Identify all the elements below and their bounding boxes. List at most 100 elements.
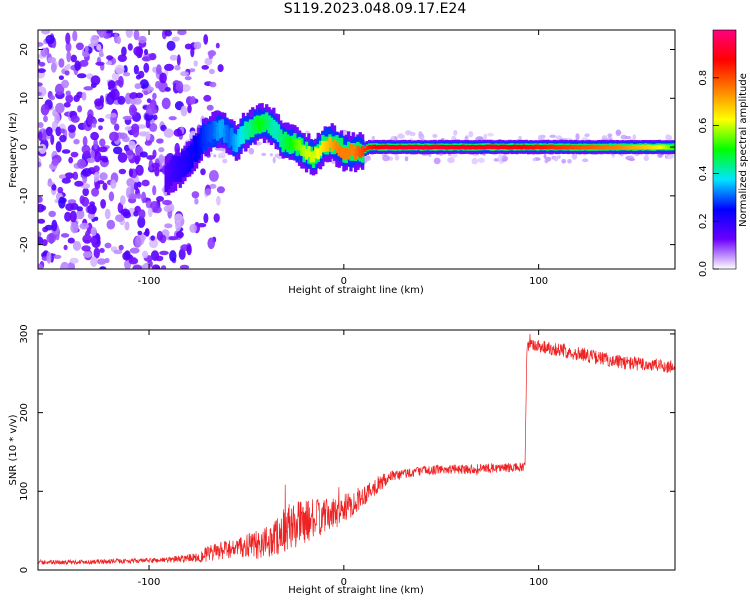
heatmap-cell <box>147 207 153 218</box>
heatmap-cell <box>209 183 217 189</box>
heatmap-y-tick-label: 0 <box>19 144 30 150</box>
heatmap-cell <box>118 75 124 88</box>
heatmap-cell <box>176 54 181 66</box>
heatmap-cell <box>124 250 131 260</box>
heatmap-cell <box>253 119 257 130</box>
heatmap-cell <box>93 247 101 259</box>
heatmap-cell <box>404 156 409 162</box>
heatmap-cell <box>164 63 174 71</box>
heatmap-cell <box>152 114 158 121</box>
heatmap-cell <box>286 138 290 150</box>
heatmap-cell <box>61 177 71 184</box>
heatmap-cell <box>41 239 48 247</box>
heatmap-cell <box>519 145 524 150</box>
snr-frame <box>37 329 676 571</box>
heatmap-cell <box>82 187 89 197</box>
heatmap-cell <box>96 258 107 265</box>
heatmap-cell <box>262 118 267 130</box>
heatmap-cell <box>124 126 132 131</box>
heatmap-cell <box>625 145 629 150</box>
heatmap-x-tick-label: 100 <box>529 276 548 287</box>
heatmap-cell <box>67 124 76 133</box>
heatmap-cell <box>51 219 58 232</box>
heatmap-cell <box>64 211 72 222</box>
heatmap-cell <box>433 144 437 149</box>
heatmap-cell <box>393 145 397 150</box>
heatmap-cell <box>145 103 156 116</box>
heatmap-cell <box>471 158 478 165</box>
heatmap-cell <box>133 210 139 217</box>
heatmap-cell <box>260 117 264 129</box>
heatmap-cell <box>213 213 220 223</box>
heatmap-cell <box>118 132 128 140</box>
heatmap-cell <box>66 63 71 70</box>
heatmap-cell <box>152 92 157 100</box>
heatmap-cell <box>136 193 142 199</box>
heatmap-y-axis-label: Frequency (Hz) <box>8 112 19 188</box>
heatmap-cell <box>181 157 185 169</box>
heatmap-cell <box>534 144 538 149</box>
colorbar-tick-label: 0.2 <box>698 213 709 229</box>
heatmap-cell <box>45 34 55 45</box>
heatmap-cell <box>176 165 180 177</box>
heatmap-cell <box>135 92 144 99</box>
heatmap-cell <box>431 144 435 150</box>
heatmap-cell <box>536 144 540 149</box>
heatmap-cell <box>192 142 196 154</box>
heatmap-cell <box>186 244 192 256</box>
heatmap-cell <box>166 40 176 51</box>
heatmap-cell <box>149 53 157 61</box>
heatmap-cell <box>497 153 503 161</box>
heatmap-cell <box>67 237 75 244</box>
heatmap-cell <box>302 145 306 157</box>
heatmap-cell <box>97 180 105 185</box>
heatmap-cell <box>42 129 47 142</box>
heatmap-cell <box>113 146 123 155</box>
heatmap-cell <box>90 150 96 159</box>
heatmap-cell <box>63 244 68 251</box>
heatmap-cell <box>440 144 444 150</box>
heatmap-cell <box>57 186 64 194</box>
heatmap-cell <box>461 144 465 149</box>
heatmap-cell <box>304 148 309 160</box>
heatmap-cell <box>159 250 169 256</box>
heatmap-cell <box>184 43 192 50</box>
heatmap-cell <box>38 82 43 87</box>
heatmap-cell <box>144 228 150 237</box>
heatmap-cell <box>164 169 168 180</box>
heatmap-cell <box>541 145 545 150</box>
heatmap-cell <box>117 95 126 105</box>
heatmap-cell <box>38 218 46 224</box>
heatmap-cell <box>553 155 559 162</box>
heatmap-cell <box>76 73 87 79</box>
heatmap-cell <box>477 157 485 163</box>
heatmap-cell <box>128 104 137 117</box>
heatmap-cell <box>134 83 142 90</box>
heatmap-cell <box>407 144 411 149</box>
heatmap-cell <box>618 144 622 150</box>
heatmap-cell <box>168 116 177 121</box>
heatmap-cell <box>97 118 105 123</box>
heatmap-cell <box>203 94 212 102</box>
heatmap-cell <box>438 144 442 150</box>
heatmap-cell <box>201 65 209 70</box>
snr-x-ticks: -100 0 100 <box>138 330 548 588</box>
heatmap-cell <box>149 239 159 249</box>
heatmap-cell <box>38 263 44 269</box>
heatmap-cell <box>321 140 325 152</box>
heatmap-cell <box>587 144 591 150</box>
heatmap-cell <box>59 134 67 143</box>
heatmap-cell <box>342 148 346 159</box>
heatmap-cell <box>371 135 375 141</box>
heatmap-cell <box>58 196 66 209</box>
heatmap-cell <box>657 144 662 150</box>
heatmap-y-tick-label: 10 <box>19 92 30 105</box>
heatmap-cell <box>524 145 528 150</box>
heatmap-cell <box>646 144 650 149</box>
heatmap-cell <box>55 126 62 137</box>
heatmap-cell <box>76 91 84 99</box>
heatmap-cell <box>86 157 96 163</box>
heatmap-cell <box>337 145 341 157</box>
heatmap-cell <box>187 104 192 114</box>
